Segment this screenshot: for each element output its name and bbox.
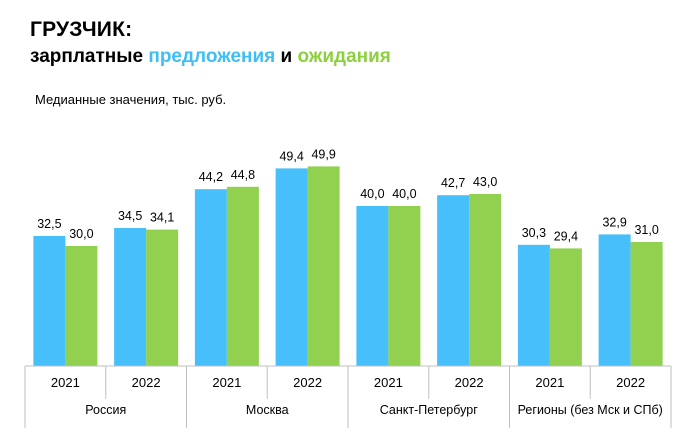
data-label: 30,0 (69, 227, 93, 241)
x-tick-label: 2022 (293, 375, 322, 390)
data-label: 34,1 (150, 211, 174, 225)
bar-expectations (630, 242, 663, 366)
data-label: 44,2 (199, 170, 223, 184)
chart-subtitle: зарплатные предложения и ожидания (30, 46, 391, 68)
data-label: 29,4 (554, 229, 578, 243)
bar-offers (598, 234, 631, 366)
bar-expectations (549, 248, 582, 366)
data-label: 44,8 (231, 168, 255, 182)
bar-offers (33, 236, 66, 366)
bar-expectations (146, 229, 179, 366)
data-label: 49,9 (311, 147, 335, 161)
data-label: 31,0 (634, 223, 658, 237)
subtitle-expectations: ожидания (297, 46, 391, 67)
data-label: 49,4 (279, 149, 303, 163)
data-label: 43,0 (473, 175, 497, 189)
bar-offers (356, 206, 389, 366)
data-label: 42,7 (441, 176, 465, 190)
bar-expectations (469, 194, 502, 366)
data-label: 32,9 (602, 215, 626, 229)
group-label: Регионы (без Мск и СПб) (518, 403, 663, 417)
bar-expectations (388, 206, 421, 366)
group-label: Санкт-Петербург (380, 403, 478, 417)
group-label: Россия (85, 403, 126, 417)
bar-expectations (65, 246, 98, 366)
x-tick-label: 2021 (212, 375, 241, 390)
data-label: 40,0 (360, 187, 384, 201)
data-label: 32,5 (37, 217, 61, 231)
x-tick-label: 2022 (616, 375, 645, 390)
bar-offers (114, 228, 147, 366)
bar-expectations (307, 166, 340, 366)
subtitle-text: зарплатные (30, 46, 149, 67)
bar-offers (194, 189, 227, 366)
units-note: Медианные значения, тыс. руб. (35, 92, 227, 107)
x-tick-label: 2021 (51, 375, 80, 390)
x-tick-label: 2022 (132, 375, 161, 390)
bar-expectations (226, 186, 259, 366)
bar-offers (275, 168, 308, 366)
data-label: 30,3 (522, 226, 546, 240)
subtitle-and: и (275, 46, 298, 67)
x-tick-label: 2021 (374, 375, 403, 390)
bar-offers (517, 244, 550, 366)
x-tick-label: 2021 (535, 375, 564, 390)
data-label: 40,0 (392, 187, 416, 201)
group-label: Москва (246, 403, 289, 417)
subtitle-offers: предложения (148, 46, 276, 67)
chart-title: ГРУЗЧИК: (30, 18, 133, 41)
bar-offers (437, 195, 470, 366)
data-label: 34,5 (118, 209, 142, 223)
x-tick-label: 2022 (455, 375, 484, 390)
